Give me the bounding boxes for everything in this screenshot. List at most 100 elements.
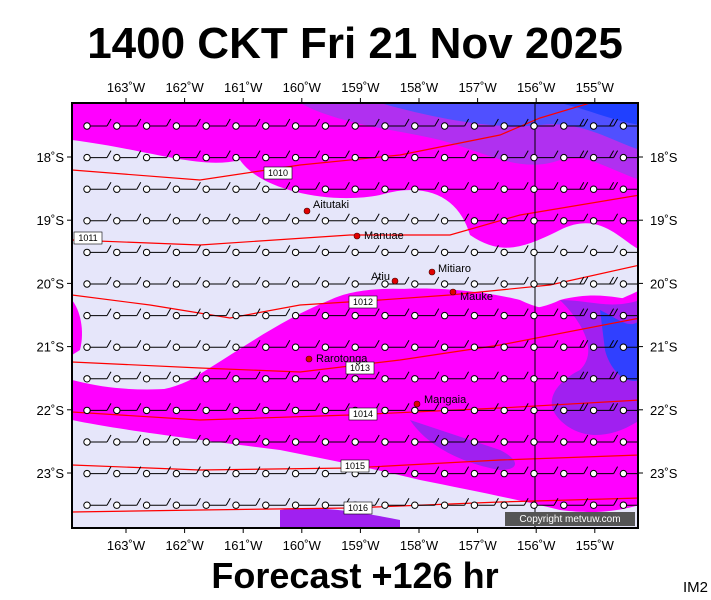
barb-flag xyxy=(195,118,201,127)
wind-barb xyxy=(500,403,529,415)
barb-station xyxy=(172,122,181,130)
wind-barb xyxy=(202,150,231,162)
wind-barb xyxy=(202,181,231,193)
wind-barb xyxy=(172,497,201,509)
barb-flag xyxy=(106,150,112,158)
barb-flag xyxy=(404,276,410,285)
wind-barb xyxy=(351,213,380,225)
barb-station xyxy=(530,122,538,130)
barb-flag xyxy=(493,466,499,474)
barb-flag xyxy=(195,213,201,222)
wind-barb xyxy=(172,308,201,320)
barb-station xyxy=(470,217,479,225)
wind-barb xyxy=(351,150,380,162)
barb-flag xyxy=(255,403,261,411)
wind-barb xyxy=(202,403,231,415)
barb-flag xyxy=(404,339,410,348)
wind-barb xyxy=(411,371,440,383)
barb-flag xyxy=(464,466,470,474)
barb-station xyxy=(321,406,330,415)
places: Aitutaki Manuae Atiu Mitiaro Mauke Rarotonga M… xyxy=(303,199,493,408)
barb-flag xyxy=(643,214,647,221)
wind-barb xyxy=(232,308,261,320)
barb-station xyxy=(321,469,330,478)
latitude-label: 22˚S xyxy=(650,403,678,418)
barb-flag xyxy=(344,118,350,127)
barb-flag xyxy=(225,403,231,411)
barb-flag xyxy=(195,403,201,411)
barb-flag xyxy=(225,276,231,285)
barb-station xyxy=(351,343,359,351)
barb-station xyxy=(619,311,628,320)
barb-flag xyxy=(643,467,647,474)
wind-barb xyxy=(411,150,440,162)
wind-barb xyxy=(291,181,321,193)
barb-flag xyxy=(374,371,380,380)
barb-station xyxy=(83,501,91,509)
barb-flag xyxy=(166,403,172,411)
wind-barb xyxy=(232,181,261,193)
wind-barb xyxy=(500,371,529,383)
barb-station xyxy=(470,311,479,320)
barb-station xyxy=(500,501,508,509)
wind-barb xyxy=(381,371,410,383)
barb-flag xyxy=(583,276,589,285)
barb-station xyxy=(142,501,151,509)
barb-flag xyxy=(523,339,529,348)
wind-barb xyxy=(470,245,499,257)
barb-flag xyxy=(523,213,529,222)
barb-flag xyxy=(255,371,261,380)
barb-flag xyxy=(613,150,619,158)
barb-station xyxy=(321,185,330,193)
wind-barb xyxy=(172,118,201,130)
barb-station xyxy=(351,438,359,446)
wind-barb xyxy=(232,371,261,383)
wind-barb xyxy=(560,181,589,193)
barb-flag xyxy=(106,403,112,411)
barb-station xyxy=(589,406,598,415)
barb-flag xyxy=(553,308,559,316)
barb-flag xyxy=(464,308,470,316)
barb-station xyxy=(560,122,568,130)
barb-flag xyxy=(583,213,589,222)
barb-flag xyxy=(195,339,201,348)
wind-barb xyxy=(142,339,172,351)
wind-barb xyxy=(83,118,112,130)
barb-station xyxy=(560,438,568,446)
barb-station xyxy=(142,469,151,478)
longitude-label: 158˚W xyxy=(400,80,439,95)
barb-flag xyxy=(285,181,291,190)
barb-station xyxy=(232,438,240,446)
barb-flag xyxy=(315,339,321,348)
wind-barb xyxy=(291,466,321,478)
wind-barb xyxy=(113,245,142,257)
barb-flag xyxy=(315,150,321,158)
barb-flag xyxy=(166,497,172,506)
barb-station xyxy=(411,406,419,415)
barb-flag xyxy=(609,339,615,348)
wind-barb xyxy=(560,118,589,130)
barb-flag xyxy=(523,403,529,411)
barb-station xyxy=(83,438,91,446)
wind-barb xyxy=(113,403,142,415)
wind-barb xyxy=(232,150,261,162)
barb-station xyxy=(381,311,389,320)
barb-station xyxy=(500,343,508,351)
wind-barb xyxy=(470,497,499,509)
wind-barb xyxy=(530,434,559,446)
barb-flag xyxy=(583,339,589,348)
barb-station xyxy=(381,469,389,478)
barb-station xyxy=(291,280,300,288)
wind-barb xyxy=(83,497,112,509)
longitude-label: 155˚W xyxy=(576,80,615,95)
barb-station xyxy=(172,375,181,383)
barb-flag xyxy=(404,245,410,253)
wind-barb xyxy=(589,497,619,509)
wind-barb xyxy=(113,497,142,509)
barb-flag xyxy=(166,181,172,190)
wind-barb xyxy=(232,213,261,225)
barb-flag xyxy=(225,434,231,443)
wind-barb xyxy=(113,434,142,446)
wind-barb xyxy=(381,276,410,288)
wind-barb xyxy=(411,434,440,446)
